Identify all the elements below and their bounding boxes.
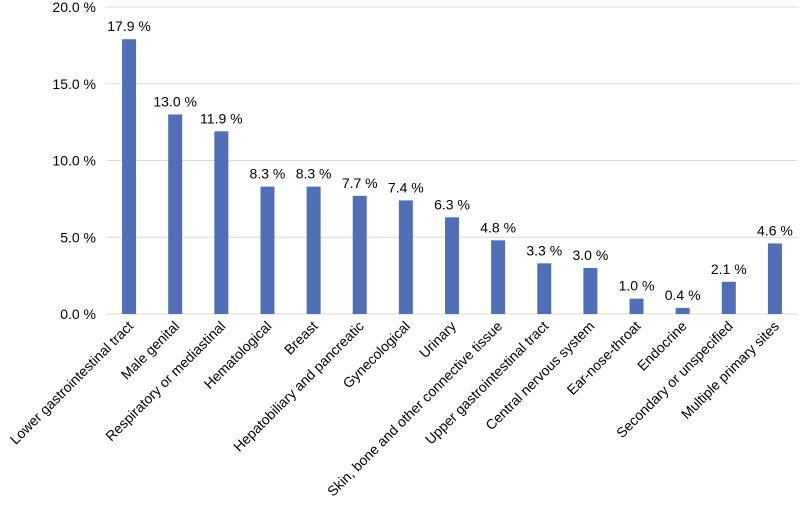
data-labels: 17.9 % 13.0 %11.9 % 8.3 % 8.3 % 7.7 % 7.4 % 6.… [107,18,793,303]
bar-1 [122,39,137,315]
data-label: 8.3 % [250,166,286,182]
data-label: 3.3 % [526,242,562,258]
category-label: Urinary [416,318,459,361]
bar-4 [260,186,275,314]
bar-5 [306,186,321,314]
bar-13 [675,307,690,314]
data-label: 13.0 % [153,93,197,109]
bar-3 [214,131,229,314]
y-tick-label: 15.0 % [52,76,96,92]
data-label: 1.0 % [619,278,655,294]
bar-6 [352,195,367,314]
bars [122,39,782,315]
category-label: Skin, bone and other connective tissue [324,318,506,500]
category-label: Breast [281,318,321,358]
bar-15 [767,243,782,314]
data-label: 7.7 % [342,175,378,191]
bar-12 [629,298,644,314]
data-label: 11.9 % [200,110,243,126]
data-label: 4.6 % [757,222,793,238]
data-label: 6.3 % [434,196,470,212]
bar-9 [491,240,506,314]
y-tick-label: 10.0 % [52,153,96,169]
bar-10 [537,263,552,314]
data-label: 2.1 % [711,261,747,277]
bar-8 [445,217,459,314]
y-tick-label: 20.0 % [52,0,96,15]
y-tick-label: 5.0 % [60,229,96,245]
bar-11 [583,267,598,314]
data-label: 7.4 % [388,179,424,195]
bar-14 [721,281,736,314]
data-label: 0.4 % [665,287,701,303]
bar-2 [168,114,183,314]
data-label: 17.9 % [107,18,151,34]
data-label: 3.0 % [572,247,608,263]
y-tick-label: 0.0 % [60,306,96,322]
data-label: 8.3 % [296,166,332,182]
bar-7 [398,200,413,314]
data-label: 4.8 % [480,219,516,235]
y-axis-ticks: 0.0 % 5.0 % 10.0 % 15.0 % 20.0 % [52,0,96,322]
